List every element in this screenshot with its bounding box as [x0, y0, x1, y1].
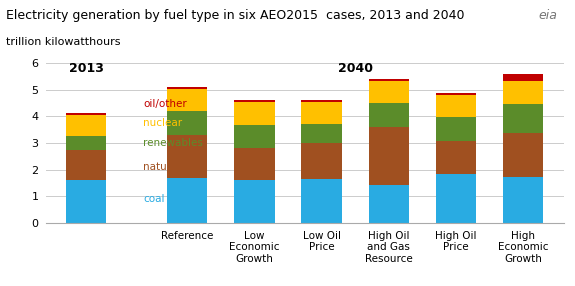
Text: nuclear: nuclear	[143, 118, 183, 128]
Bar	[66, 180, 106, 223]
Bar	[503, 74, 543, 81]
Bar	[167, 135, 208, 178]
Text: Electricity generation by fuel type in six AEO2015  cases, 2013 and 2040: Electricity generation by fuel type in s…	[6, 9, 464, 21]
Bar	[503, 177, 543, 223]
Bar	[301, 143, 342, 179]
Bar	[369, 103, 409, 127]
Text: eia: eia	[539, 9, 558, 21]
Bar	[167, 87, 208, 89]
Bar	[369, 79, 409, 81]
Bar	[234, 125, 274, 148]
Bar	[234, 100, 274, 102]
Bar	[234, 148, 274, 180]
Bar	[436, 93, 476, 95]
Bar	[301, 179, 342, 223]
Bar	[66, 113, 106, 115]
Bar	[503, 104, 543, 133]
Bar	[436, 95, 476, 117]
Bar	[301, 124, 342, 143]
Bar	[301, 102, 342, 124]
Bar	[369, 185, 409, 223]
Text: oil/other: oil/other	[143, 99, 187, 109]
Bar	[234, 102, 274, 125]
Text: renewables: renewables	[143, 138, 204, 148]
Bar	[369, 81, 409, 103]
Text: 2040: 2040	[338, 62, 373, 75]
Bar	[66, 115, 106, 136]
Bar	[503, 81, 543, 104]
Bar	[167, 111, 208, 135]
Bar	[167, 89, 208, 111]
Text: trillion kilowatthours: trillion kilowatthours	[6, 37, 120, 47]
Bar	[66, 150, 106, 180]
Bar	[167, 178, 208, 223]
Bar	[436, 174, 476, 223]
Bar	[301, 100, 342, 102]
Bar	[436, 117, 476, 141]
Text: 2013: 2013	[69, 62, 104, 75]
Text: coal: coal	[143, 194, 165, 204]
Bar	[234, 180, 274, 223]
Bar	[369, 127, 409, 185]
Text: natural gas: natural gas	[143, 162, 203, 172]
Bar	[503, 133, 543, 177]
Bar	[66, 136, 106, 150]
Bar	[436, 141, 476, 174]
